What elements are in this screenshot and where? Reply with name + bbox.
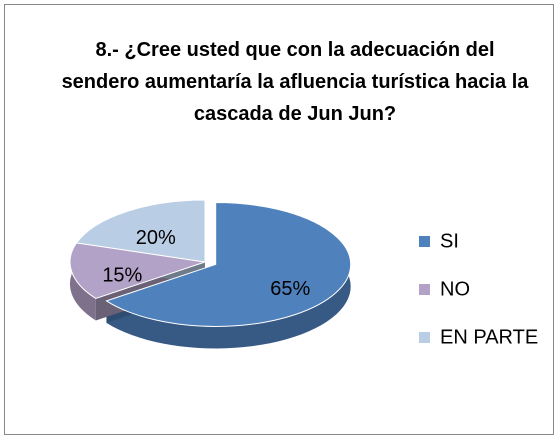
chart-frame [4, 4, 554, 435]
legend-label: SI [440, 230, 459, 252]
legend-swatch [419, 236, 430, 247]
legend-label: NO [440, 278, 470, 300]
slice [75, 199, 206, 263]
data-label: 20% [136, 227, 176, 249]
slice [69, 242, 206, 299]
data-label: 65% [270, 278, 310, 300]
legend-label: EN PARTE [440, 326, 538, 348]
chart-title: 8.- ¿Cree usted que con la adecuación de… [61, 39, 529, 125]
legend-swatch [419, 332, 430, 343]
data-label: 15% [102, 264, 142, 286]
slice [105, 201, 352, 327]
slice-side [106, 202, 351, 349]
legend-swatch [419, 284, 430, 295]
